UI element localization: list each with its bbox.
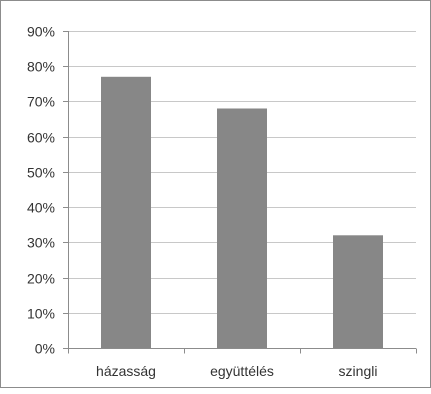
y-tick-label: 40% xyxy=(27,200,55,216)
bar-2 xyxy=(217,108,267,348)
y-tick-label: 90% xyxy=(27,24,55,40)
y-tick-label: 30% xyxy=(27,235,55,251)
bars xyxy=(101,76,383,349)
x-tick-label: házasság xyxy=(96,363,156,379)
x-tick-labels: házasság együttélés szingli xyxy=(96,363,377,379)
y-tick-label: 10% xyxy=(27,306,55,322)
y-tick-label: 60% xyxy=(27,130,55,146)
y-tick-label: 50% xyxy=(27,165,55,181)
y-tick-label: 70% xyxy=(27,94,55,110)
bar-1 xyxy=(101,76,151,349)
axes xyxy=(63,31,417,354)
y-tick-labels: 0% 10% 20% 30% 40% 50% 60% 70% 80% 90% xyxy=(27,24,55,357)
x-tick-label: szingli xyxy=(339,363,378,379)
y-tick-label: 80% xyxy=(27,59,55,75)
bar-3 xyxy=(333,235,383,348)
y-tick-label: 20% xyxy=(27,271,55,287)
y-tick-label: 0% xyxy=(35,341,55,357)
x-tick-label: együttélés xyxy=(210,363,274,379)
